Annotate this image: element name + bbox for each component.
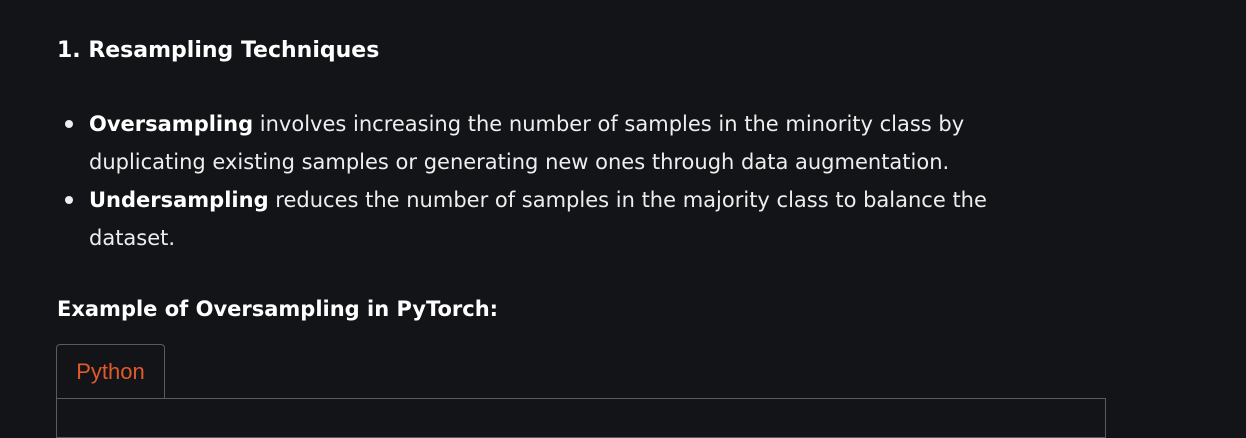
- tab-python[interactable]: Python: [56, 344, 165, 398]
- oversampling-description: involves increasing the number of sample…: [89, 112, 965, 174]
- example-heading: Example of Oversampling in PyTorch:: [57, 297, 499, 321]
- bullet-icon: [65, 120, 73, 128]
- undersampling-description: reduces the number of samples in the maj…: [89, 188, 987, 250]
- bullet-icon: [65, 196, 73, 204]
- list-item-oversampling: Oversampling involves increasing the num…: [57, 105, 1037, 181]
- section-heading: 1. Resampling Techniques: [57, 38, 380, 63]
- undersampling-term: Undersampling: [89, 188, 269, 212]
- list-item-undersampling: Undersampling reduces the number of samp…: [57, 181, 1037, 257]
- resampling-list: Oversampling involves increasing the num…: [57, 105, 1037, 257]
- oversampling-term: Oversampling: [89, 112, 254, 136]
- code-block[interactable]: [56, 398, 1106, 438]
